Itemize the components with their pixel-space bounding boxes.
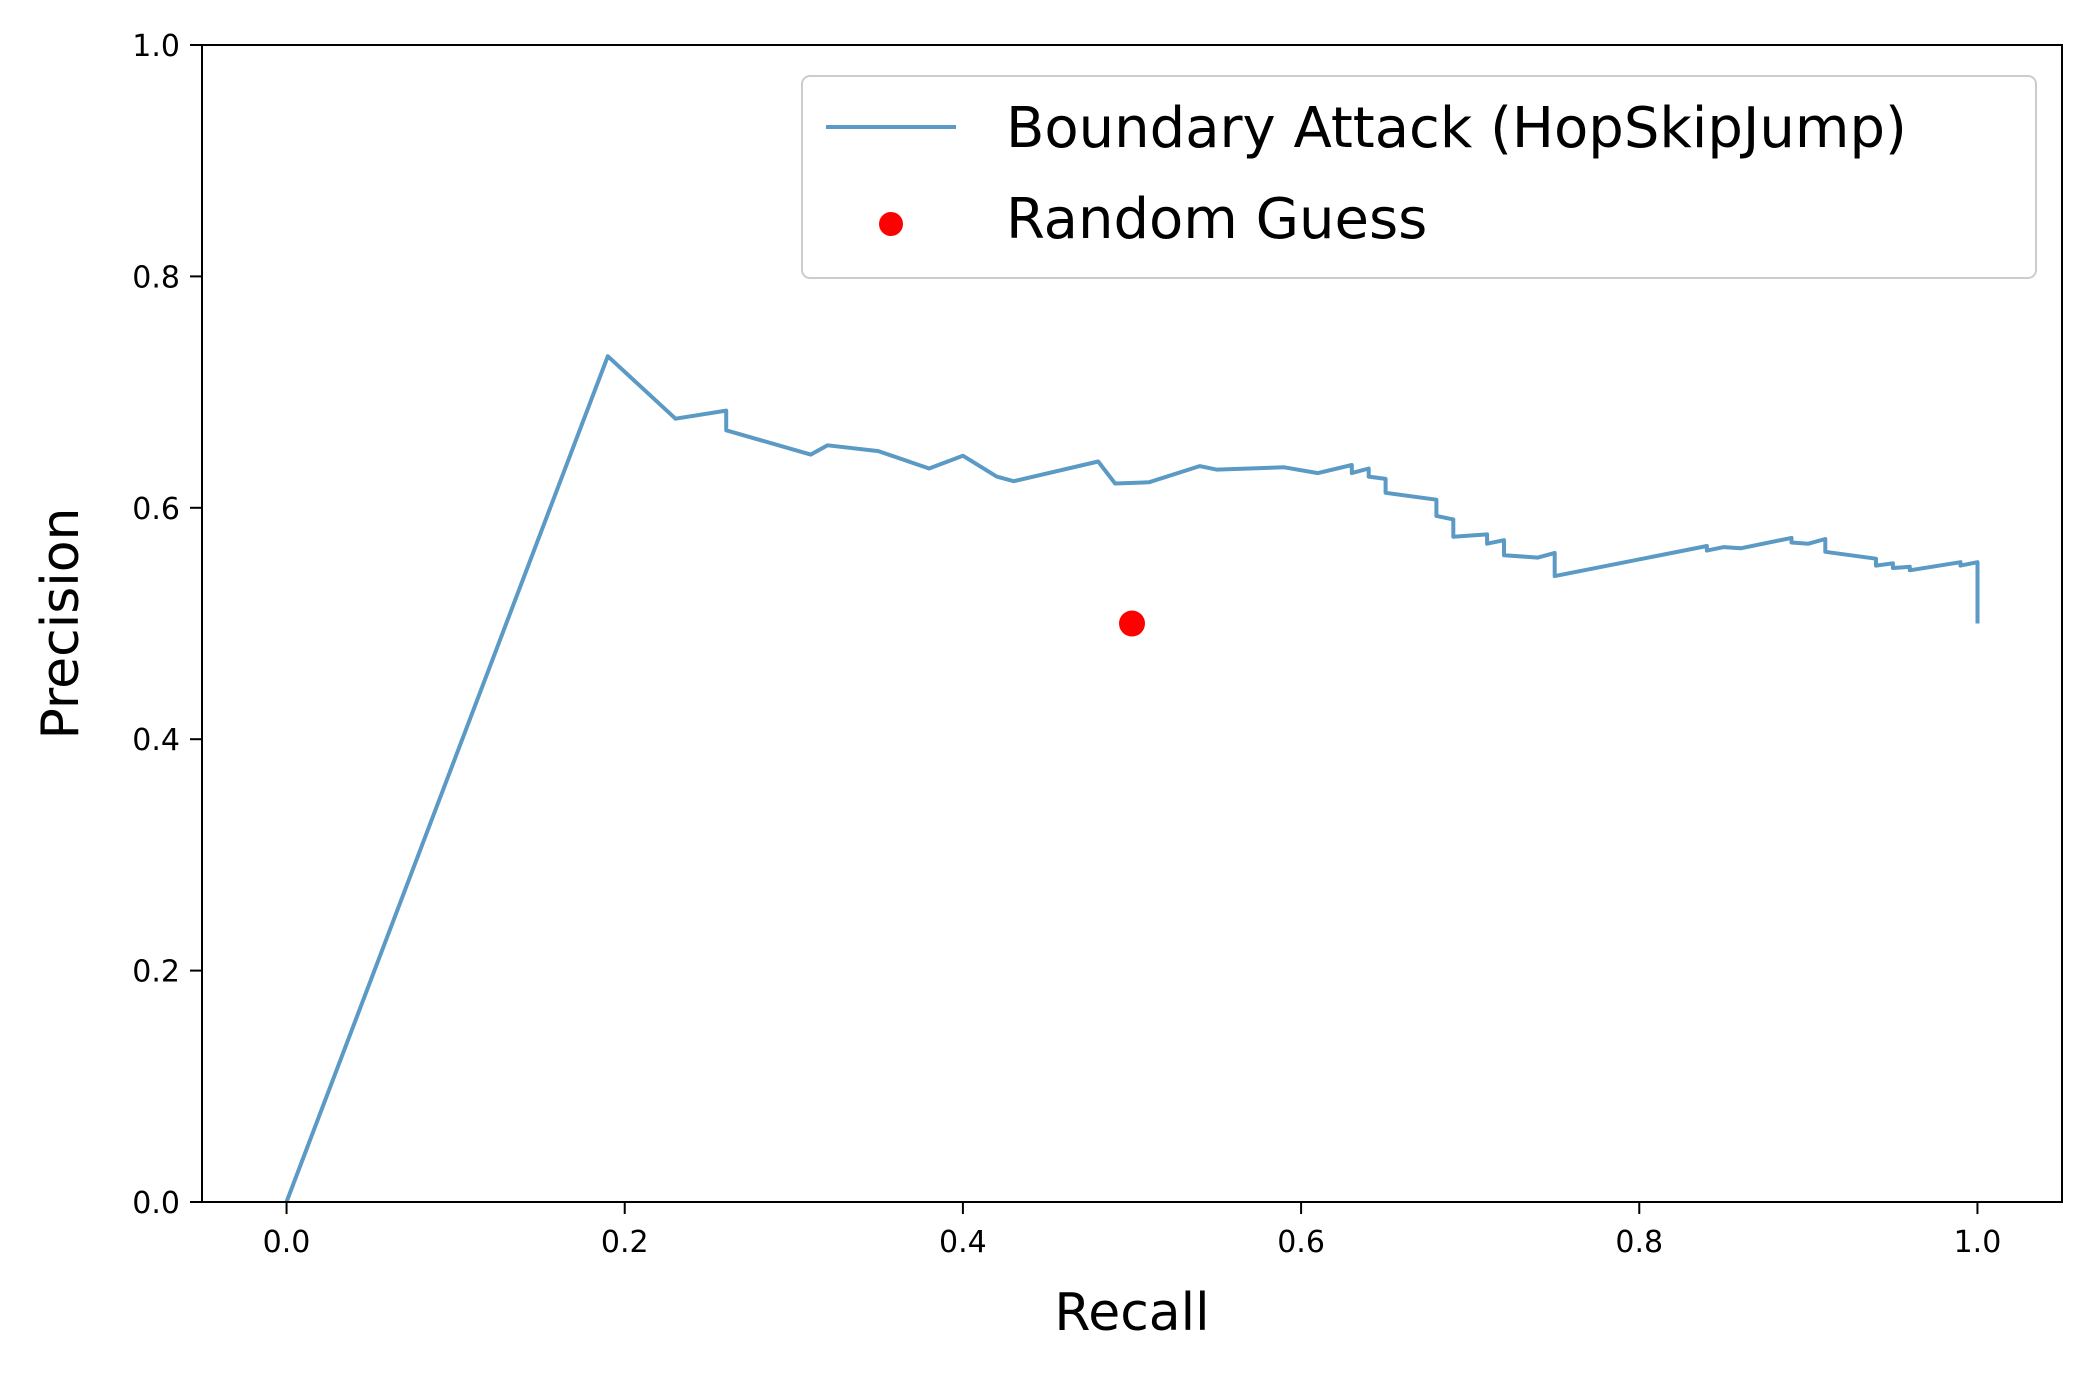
random-guess-points [1119,610,1145,637]
y-axis-title: Precision [31,507,91,739]
legend-label-random-guess: Random Guess [1006,187,1427,252]
axes-frame [201,44,2063,1203]
x-tick-label: 1.0 [1954,1225,2002,1260]
x-axis-ticks: 0.0 0.2 0.4 0.6 0.8 1.0 [263,1202,2002,1260]
y-tick-label: 0.6 [132,492,180,527]
x-tick-label: 0.6 [1277,1225,1325,1260]
y-tick-label: 0.2 [132,955,180,990]
x-tick-label: 0.8 [1615,1225,1663,1260]
x-tick-label: 0.2 [601,1225,649,1260]
legend: Boundary Attack (HopSkipJump) Random Gue… [801,75,2037,279]
boundary-attack-curve [284,354,1980,1203]
legend-box [801,75,2037,279]
legend-label-boundary-attack: Boundary Attack (HopSkipJump) [1006,96,1907,161]
y-tick-label: 1.0 [132,29,180,64]
y-tick-label: 0.8 [132,260,180,295]
x-tick-label: 0.0 [263,1225,311,1260]
y-tick-label: 0.0 [132,1186,180,1221]
y-tick-label: 0.4 [132,723,180,758]
x-tick-label: 0.4 [939,1225,987,1260]
legend-dot-swatch [879,212,903,236]
plot-area [284,354,1980,1203]
x-axis-title: Recall [1054,1283,1209,1343]
random-guess-point [1119,610,1145,637]
y-axis-ticks: 0.0 0.2 0.4 0.6 0.8 1.0 [132,29,202,1221]
